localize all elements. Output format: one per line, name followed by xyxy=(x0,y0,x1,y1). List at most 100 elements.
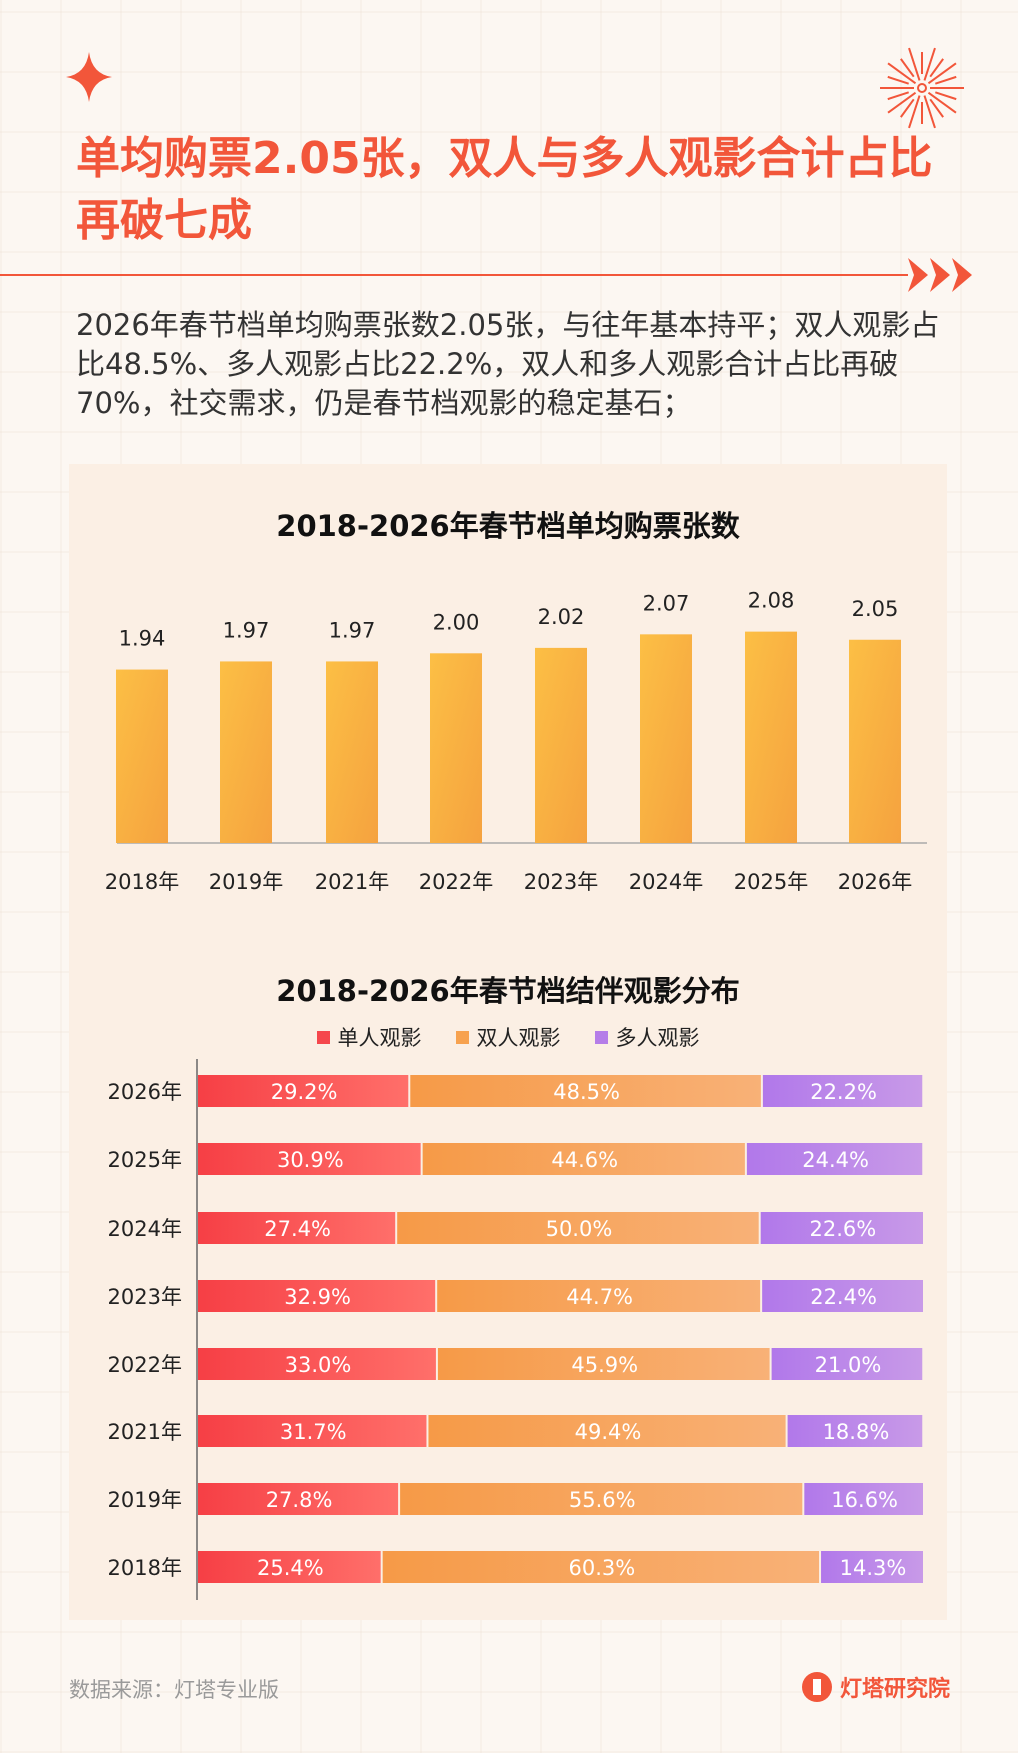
stacked-segment xyxy=(821,1551,923,1583)
segment-value-label: 25.4% xyxy=(257,1556,324,1580)
stacked-segment xyxy=(422,1143,745,1175)
bar-value-label: 1.94 xyxy=(119,627,166,651)
segment-value-label: 50.0% xyxy=(546,1217,613,1241)
x-tick-label: 2018年 xyxy=(105,870,179,894)
firework-ray xyxy=(908,47,921,81)
x-tick-label: 2024年 xyxy=(629,870,703,894)
bar-chart-title: 2018-2026年春节档单均购票张数 xyxy=(276,509,740,543)
sparkle-star-icon xyxy=(66,52,112,102)
legend-swatch xyxy=(594,1030,608,1044)
bar xyxy=(535,647,587,843)
firework-ray xyxy=(887,91,909,101)
bar xyxy=(116,669,168,843)
segment-value-label: 60.3% xyxy=(568,1556,635,1580)
segment-value-label: 55.6% xyxy=(569,1488,636,1512)
stacked-chart-title: 2018-2026年春节档结伴观影分布 xyxy=(276,974,740,1008)
firework-ray xyxy=(923,47,936,81)
segment-value-label: 22.4% xyxy=(810,1285,877,1309)
firework-ray xyxy=(887,91,917,114)
segment-value-label: 44.6% xyxy=(551,1148,618,1172)
firework-ray xyxy=(927,91,957,114)
stacked-segment xyxy=(198,1415,427,1447)
data-source: 数据来源：灯塔专业版 xyxy=(69,1678,279,1702)
segment-value-label: 18.8% xyxy=(823,1420,890,1444)
stacked-segment xyxy=(437,1280,761,1312)
legend-label: 多人观影 xyxy=(615,1026,700,1050)
segment-value-label: 33.0% xyxy=(285,1353,352,1377)
bar-value-label: 2.07 xyxy=(643,591,690,615)
stacked-segment xyxy=(198,1348,436,1380)
stacked-segment xyxy=(198,1551,381,1583)
segment-value-label: 22.2% xyxy=(810,1080,877,1104)
legend-label: 单人观影 xyxy=(337,1026,422,1050)
stacked-segment xyxy=(198,1075,409,1107)
firework-ray xyxy=(935,75,957,85)
segment-value-label: 45.9% xyxy=(571,1353,638,1377)
y-tick-label: 2025年 xyxy=(108,1148,182,1172)
segment-value-label: 49.4% xyxy=(575,1420,642,1444)
segment-value-label: 31.7% xyxy=(280,1420,347,1444)
bar-value-label: 2.05 xyxy=(852,597,899,621)
legend: 单人观影 双人观影 多人观影 xyxy=(69,1022,947,1052)
segment-value-label: 24.4% xyxy=(802,1148,869,1172)
x-tick-label: 2026年 xyxy=(838,870,912,894)
bar xyxy=(326,661,378,843)
y-tick-label: 2026年 xyxy=(108,1080,182,1104)
stacked-segment xyxy=(198,1143,421,1175)
stacked-segment xyxy=(746,1143,923,1175)
legend-item-group: 多人观影 xyxy=(594,1022,700,1052)
x-tick-label: 2019年 xyxy=(209,870,283,894)
firework-ray xyxy=(929,98,944,118)
stacked-segment xyxy=(198,1280,436,1312)
y-tick-label: 2019年 xyxy=(108,1488,182,1512)
bar-value-label: 2.00 xyxy=(433,610,480,634)
stacked-segment xyxy=(762,1280,923,1312)
legend-swatch xyxy=(455,1030,469,1044)
bar-value-label: 2.08 xyxy=(748,589,795,613)
firework-ray xyxy=(927,62,957,85)
stacked-segment xyxy=(410,1075,761,1107)
segment-value-label: 22.6% xyxy=(809,1217,876,1241)
bar xyxy=(430,653,482,843)
segment-value-label: 21.0% xyxy=(815,1353,882,1377)
segment-value-label: 27.4% xyxy=(264,1217,331,1241)
y-tick-label: 2021年 xyxy=(108,1420,182,1444)
segment-value-label: 16.6% xyxy=(831,1488,898,1512)
y-tick-label: 2018年 xyxy=(108,1556,182,1580)
x-tick-label: 2025年 xyxy=(734,870,808,894)
firework-ray xyxy=(900,98,915,118)
stacked-segment xyxy=(198,1483,399,1515)
firework-ray xyxy=(929,58,944,78)
segment-value-label: 27.8% xyxy=(266,1488,333,1512)
segment-value-label: 29.2% xyxy=(271,1080,338,1104)
bar-value-label: 1.97 xyxy=(329,618,376,642)
firework-ray xyxy=(935,91,957,101)
divider xyxy=(0,274,908,276)
stacked-segment xyxy=(397,1212,759,1244)
segment-value-label: 14.3% xyxy=(840,1556,907,1580)
bar xyxy=(849,639,901,843)
x-tick-label: 2021年 xyxy=(315,870,389,894)
firework-center xyxy=(917,83,927,93)
stacked-segment xyxy=(382,1551,820,1583)
stacked-segment xyxy=(400,1483,803,1515)
firework-ray xyxy=(887,62,917,85)
x-tick-label: 2023年 xyxy=(524,870,598,894)
stacked-segment xyxy=(428,1415,786,1447)
segment-value-label: 44.7% xyxy=(566,1285,633,1309)
legend-label: 双人观影 xyxy=(476,1026,561,1050)
y-tick-label: 2022年 xyxy=(108,1353,182,1377)
stacked-segment xyxy=(198,1212,396,1244)
firework-ray xyxy=(908,95,921,129)
stacked-segment xyxy=(760,1212,923,1244)
firework-icon xyxy=(880,47,964,129)
stacked-segment xyxy=(804,1483,923,1515)
page-title: 单均购票2.05张，双人与多人观影合计占比再破七成 xyxy=(76,133,933,246)
brand-logo: 灯塔研究院 xyxy=(800,1670,950,1704)
bar-value-label: 1.97 xyxy=(223,618,270,642)
summary-paragraph: 2026年春节档单均购票张数2.05张，与往年基本持平；双人观影占比48.5%、… xyxy=(76,308,940,420)
triple-arrow-icon xyxy=(908,258,972,292)
stacked-segment xyxy=(437,1348,770,1380)
stacked-segment xyxy=(771,1348,923,1380)
segment-value-label: 30.9% xyxy=(277,1148,344,1172)
